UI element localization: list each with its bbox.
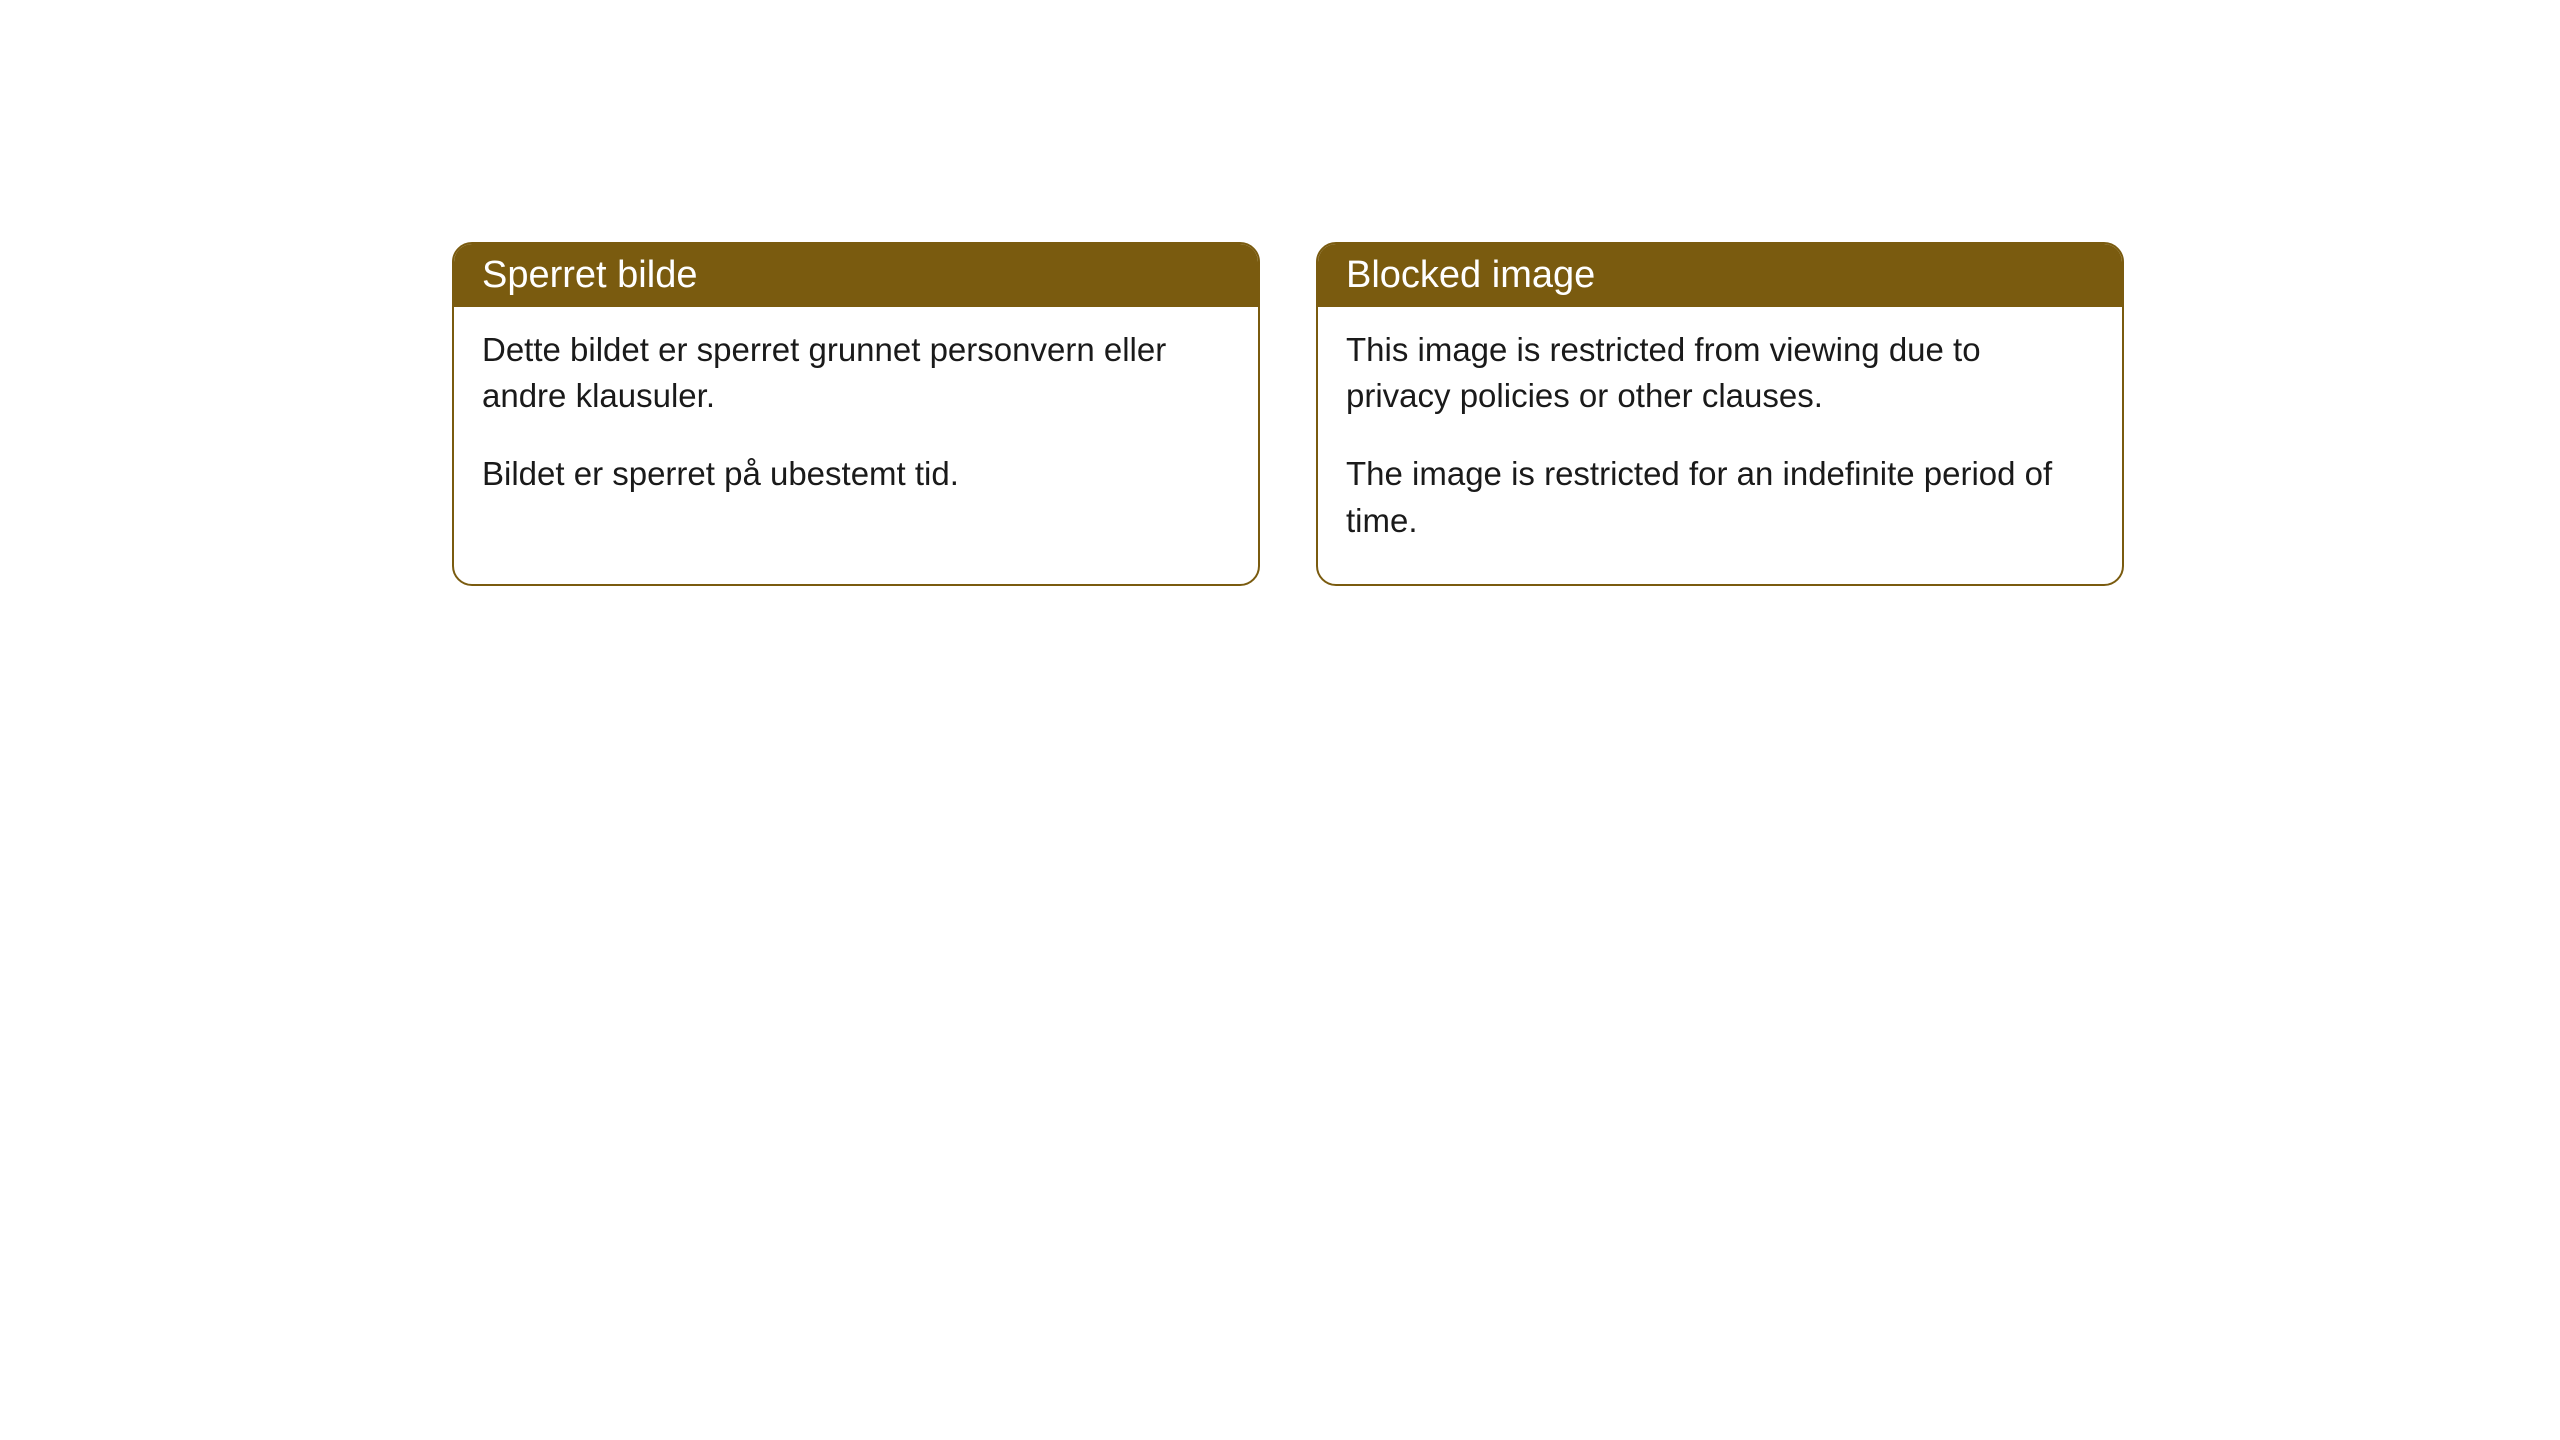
card-title: Sperret bilde bbox=[454, 244, 1258, 307]
notice-container: Sperret bilde Dette bildet er sperret gr… bbox=[0, 0, 2560, 586]
card-paragraph: The image is restricted for an indefinit… bbox=[1346, 451, 2094, 543]
card-paragraph: Bildet er sperret på ubestemt tid. bbox=[482, 451, 1230, 497]
card-body: This image is restricted from viewing du… bbox=[1318, 307, 2122, 584]
notice-card-norwegian: Sperret bilde Dette bildet er sperret gr… bbox=[452, 242, 1260, 586]
notice-card-english: Blocked image This image is restricted f… bbox=[1316, 242, 2124, 586]
card-title: Blocked image bbox=[1318, 244, 2122, 307]
card-body: Dette bildet er sperret grunnet personve… bbox=[454, 307, 1258, 538]
card-paragraph: This image is restricted from viewing du… bbox=[1346, 327, 2094, 419]
card-paragraph: Dette bildet er sperret grunnet personve… bbox=[482, 327, 1230, 419]
